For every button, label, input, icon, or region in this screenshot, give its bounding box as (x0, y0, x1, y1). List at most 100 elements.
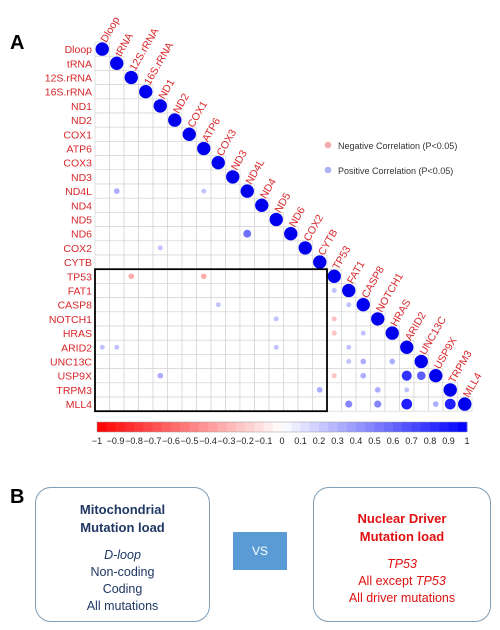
diagonal-marker (414, 354, 428, 369)
grid-cell (341, 311, 357, 327)
colorbar-tick-label: 0.1 (294, 436, 307, 446)
grid-cell (109, 297, 125, 313)
grid-cell (225, 297, 241, 313)
mitochondrial-load-box: Mitochondrial Mutation load D-loop Non-c… (35, 487, 210, 622)
grid-cell (109, 311, 125, 327)
grid-cell (268, 368, 284, 384)
colorbar-segment (365, 422, 375, 432)
grid-cell (225, 197, 241, 213)
row-label-cytb: CYTB (64, 257, 92, 269)
right-box-item-except-prefix: All except (358, 574, 416, 588)
left-box-title-2: Mutation load (80, 520, 165, 535)
left-box-item-noncoding: Non-coding (90, 565, 155, 579)
grid-cell (123, 112, 139, 128)
grid-cell (297, 382, 313, 398)
grid-cell (138, 354, 154, 369)
grid-cell (370, 325, 386, 341)
grid-cell (152, 141, 168, 156)
colorbar-tick-label: 0.9 (442, 436, 455, 446)
grid-cell (94, 212, 110, 227)
diagonal-label-mll4: MLL4 (461, 371, 485, 400)
grid-cell (138, 226, 154, 242)
grid-cell (167, 141, 183, 156)
grid-cell (196, 368, 212, 384)
grid-cell (167, 155, 183, 171)
grid-cell (94, 240, 110, 256)
diagonal-marker (139, 85, 153, 99)
grid-cell (167, 254, 183, 270)
grid-cell (196, 155, 212, 171)
diagonal-marker (313, 255, 327, 269)
grid-cell (254, 311, 270, 327)
grid-cell (167, 382, 183, 398)
correlation-marker (404, 387, 410, 393)
grid-cell (326, 339, 342, 355)
grid-cell (123, 254, 139, 270)
diagonal-marker (429, 369, 443, 383)
grid-cell (196, 212, 212, 227)
grid-cell (123, 226, 139, 242)
grid-cell (109, 382, 125, 398)
grid-cell (312, 268, 328, 284)
colorbar-segment (143, 422, 153, 432)
grid-cell (138, 240, 154, 256)
vs-badge: VS (233, 532, 287, 570)
grid-cell (138, 268, 154, 284)
correlation-marker (157, 372, 164, 379)
grid-cell (268, 240, 284, 256)
colorbar-segment (374, 422, 385, 432)
row-label-16s-rrna: 16S.rRNA (45, 87, 92, 99)
grid-cell (94, 169, 110, 185)
grid-cell (152, 339, 168, 355)
grid-cell (239, 283, 255, 298)
row-label-fat1: FAT1 (68, 286, 92, 298)
grid-cell (94, 183, 110, 199)
grid-cell (109, 226, 125, 242)
grid-cell (152, 112, 168, 128)
colorbar-tick-label: 0.7 (405, 436, 418, 446)
grid-cell (167, 354, 183, 369)
grid-cell (181, 382, 197, 398)
grid-cell (138, 283, 154, 298)
colorbar-tick-label: 0.4 (350, 436, 363, 446)
colorbar-tick-label: 0.5 (368, 436, 381, 446)
grid-cell (181, 297, 197, 313)
colorbar-segment (198, 422, 209, 432)
colorbar-segment (226, 422, 237, 432)
colorbar-segment (393, 422, 403, 432)
right-box-item-except: All except TP53 (314, 573, 490, 590)
grid-cell (167, 325, 183, 341)
diagonal-marker (356, 298, 370, 312)
grid-cell (123, 354, 139, 369)
colorbar-tick-label: −0.5 (181, 436, 199, 446)
grid-cell (254, 339, 270, 355)
diagonal-label-nd1: ND1 (156, 77, 177, 101)
grid-cell (413, 396, 429, 412)
colorbar-tick-label: 1 (464, 436, 469, 446)
grid-cell (196, 396, 212, 412)
grid-cell (283, 325, 299, 341)
grid-cell (109, 240, 125, 256)
grid-cell (268, 396, 284, 412)
correlation-heatmap: DloopDlooptRNAtRNA12S.rRNA12S.rRNA16S.rR… (45, 15, 485, 446)
grid-cell (94, 254, 110, 270)
grid-cell (123, 382, 139, 398)
grid-cell (152, 268, 168, 284)
diagonal-marker (211, 156, 225, 170)
grid-cell (297, 254, 313, 270)
row-label-nd6: ND6 (71, 229, 92, 241)
correlation-marker (416, 371, 426, 381)
grid-cell (138, 396, 154, 412)
grid-cell (283, 368, 299, 384)
grid-cell (152, 283, 168, 298)
grid-cell (312, 396, 328, 412)
colorbar-segment (180, 422, 190, 432)
colorbar-segment (337, 422, 348, 432)
diagonal-label-nd6: ND6 (287, 205, 308, 229)
grid-cell (152, 325, 168, 341)
colorbar-tick-label: 0.8 (424, 436, 437, 446)
diagonal-label-nd4l: ND4L (243, 157, 267, 186)
grid-cell (210, 354, 226, 369)
correlation-marker (273, 316, 279, 322)
grid-cell (283, 396, 299, 412)
